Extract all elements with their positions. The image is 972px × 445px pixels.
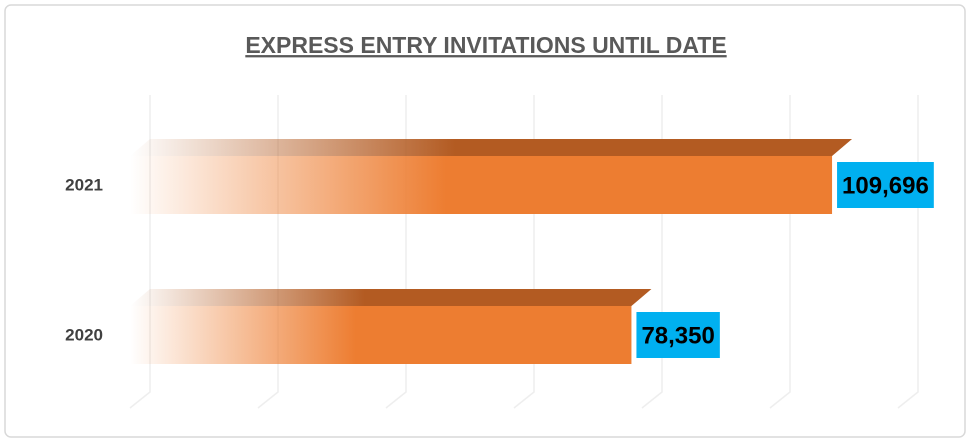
chart-border xyxy=(4,4,966,438)
bar xyxy=(130,306,632,364)
bar-top xyxy=(130,139,853,156)
y-tick-label: 2020 xyxy=(65,325,103,344)
chart-title: EXPRESS ENTRY INVITATIONS UNTIL DATE xyxy=(245,32,726,58)
bar-top xyxy=(130,289,652,306)
value-label: 78,350 xyxy=(641,322,714,349)
bar xyxy=(130,156,833,214)
value-label: 109,696 xyxy=(842,172,929,199)
value-label-bg xyxy=(837,162,934,208)
value-label-bg xyxy=(636,312,720,358)
y-tick-label: 2021 xyxy=(65,175,103,194)
